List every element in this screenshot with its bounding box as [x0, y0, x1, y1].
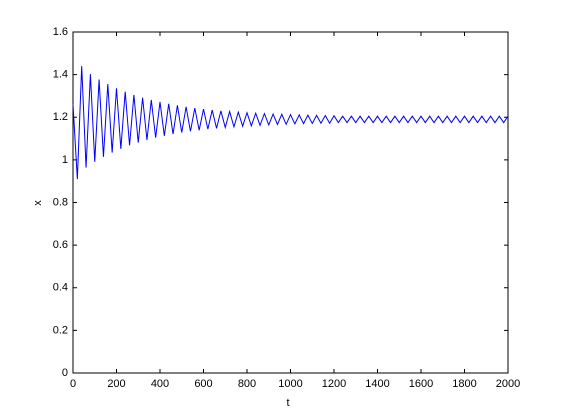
- y-tick-label: 1.4: [53, 69, 68, 81]
- y-tick-label: 0: [62, 367, 68, 379]
- x-tick-label: 1800: [452, 378, 476, 390]
- y-tick-label: 0.6: [53, 239, 68, 251]
- data-line: [72, 66, 509, 180]
- x-tick-label: 0: [70, 378, 76, 390]
- x-tick-label: 2000: [496, 378, 520, 390]
- y-tick-label: 0.8: [53, 196, 68, 208]
- y-tick-label: 1.6: [53, 26, 68, 38]
- plot-box: [72, 31, 509, 374]
- x-tick-label: 1400: [365, 378, 389, 390]
- y-tick-label: 1: [62, 154, 68, 166]
- x-tick-label: 1000: [278, 378, 302, 390]
- y-axis-label: x: [32, 200, 44, 206]
- y-tick-label: 0.4: [53, 282, 68, 294]
- x-axis-label: t: [286, 397, 289, 409]
- x-tick-label: 200: [107, 378, 125, 390]
- x-tick-label: 1200: [322, 378, 346, 390]
- x-tick-label: 1600: [409, 378, 433, 390]
- y-tick-label: 0.2: [53, 324, 68, 336]
- x-tick-label: 600: [194, 378, 212, 390]
- y-tick-label: 1.2: [53, 111, 68, 123]
- x-tick-label: 800: [238, 378, 256, 390]
- x-tick-label: 400: [151, 378, 169, 390]
